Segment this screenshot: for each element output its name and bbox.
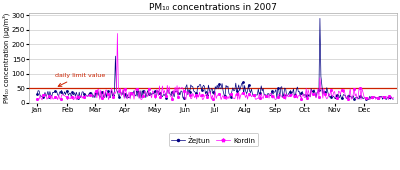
Żejtun [35, 93, 40, 95]
Kordin [115, 32, 120, 35]
Kordin [134, 88, 139, 90]
Żejtun [178, 90, 183, 92]
Żejtun [391, 98, 396, 100]
Line: Żejtun: Żejtun [36, 18, 394, 100]
Kordin [391, 96, 396, 98]
Kordin [111, 96, 116, 98]
Kordin [178, 87, 183, 89]
Żejtun [133, 94, 138, 96]
Kordin [376, 96, 381, 98]
Kordin [35, 98, 40, 100]
Żejtun [341, 94, 346, 96]
Żejtun [177, 92, 182, 94]
Text: daily limit value: daily limit value [55, 73, 105, 86]
Żejtun [318, 17, 322, 19]
Żejtun [110, 94, 115, 96]
Kordin [180, 88, 185, 90]
Żejtun [376, 97, 381, 99]
Żejtun [364, 98, 368, 100]
Legend: Żejtun, Kordin: Żejtun, Kordin [169, 133, 258, 147]
Kordin [342, 89, 347, 91]
Y-axis label: PM₁₀ concentration (μg/m³): PM₁₀ concentration (μg/m³) [3, 12, 10, 103]
Line: Kordin: Kordin [36, 32, 394, 101]
Kordin [40, 99, 44, 101]
Title: PM₁₀ concentrations in 2007: PM₁₀ concentrations in 2007 [149, 3, 277, 12]
